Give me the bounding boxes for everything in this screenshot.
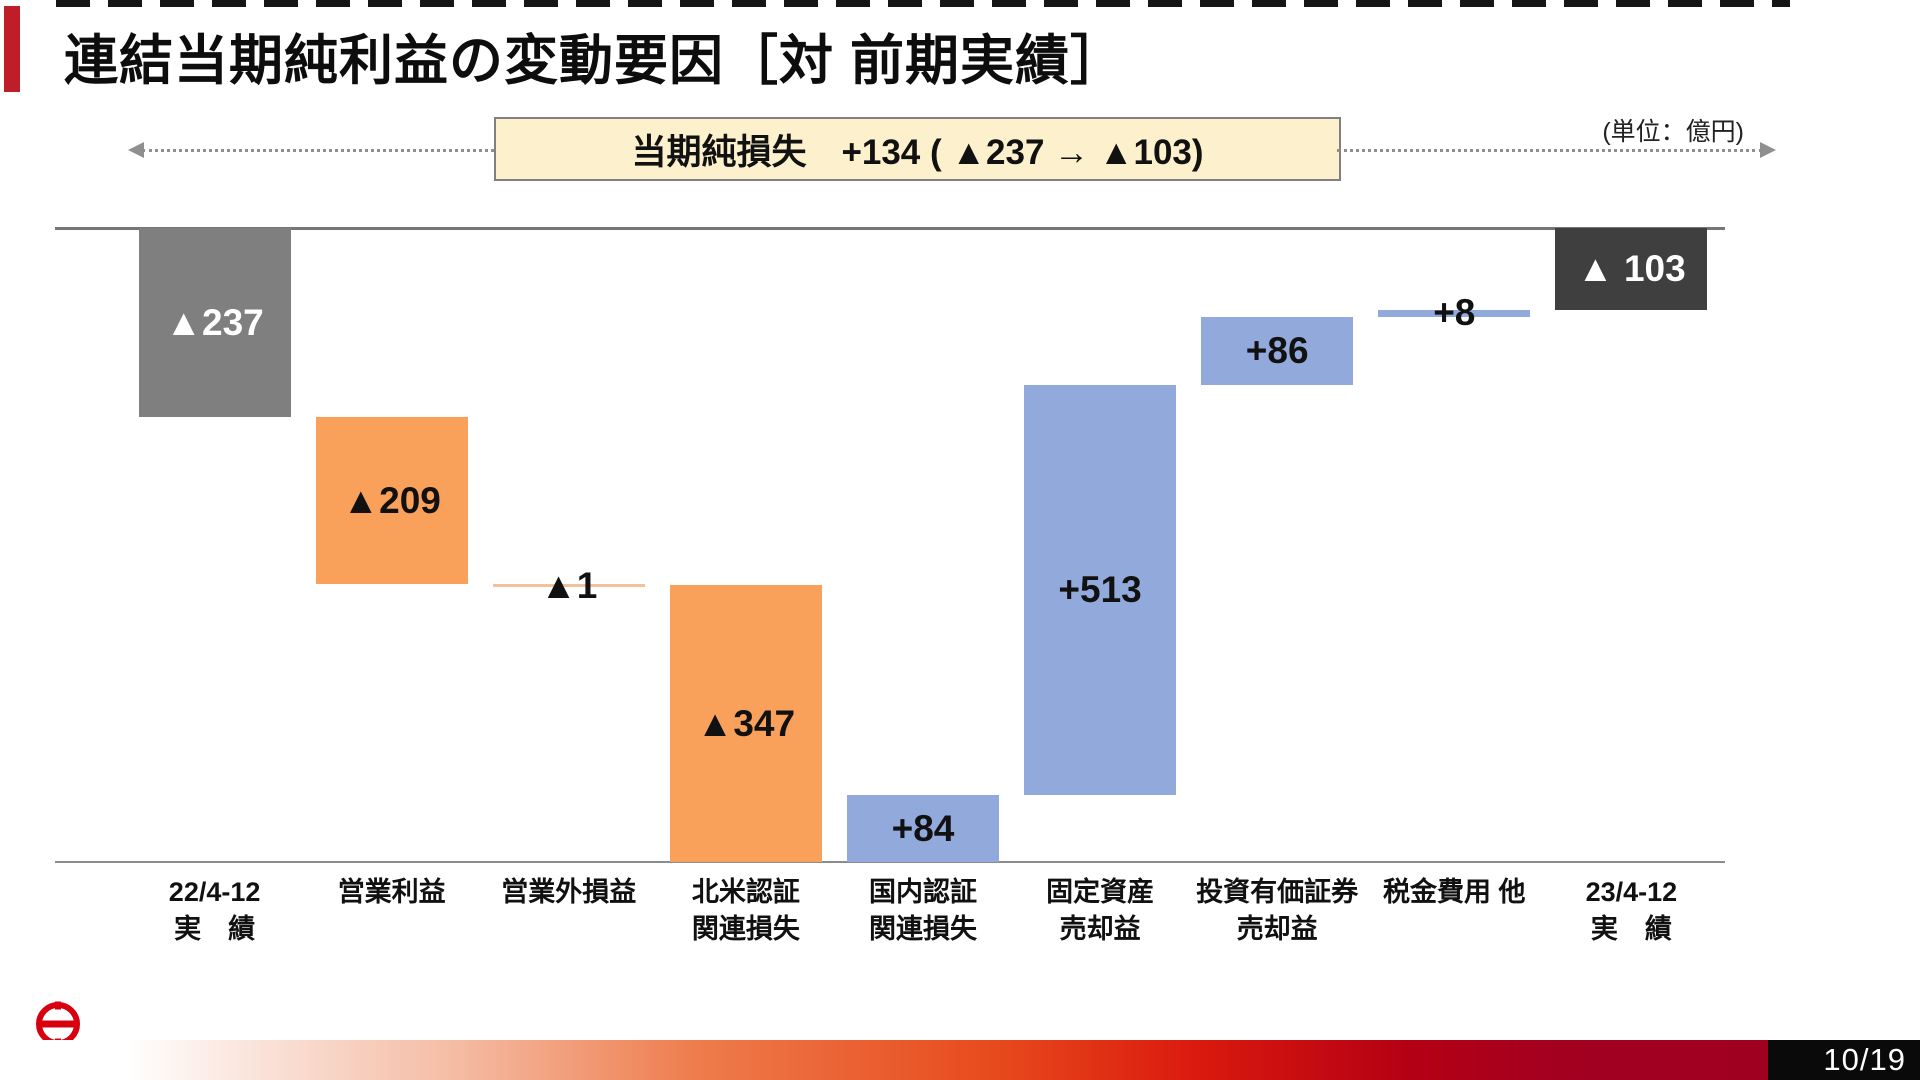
net-loss-banner-text: 当期純損失 +134 ( ▲237 → ▲103) xyxy=(631,132,1204,172)
category-label-1: 営業利益 xyxy=(337,877,446,907)
page-number: 10/19 xyxy=(1823,1042,1906,1077)
zero-axis-line xyxy=(55,227,1725,230)
bar-value-label-1: ▲209 xyxy=(342,479,441,521)
footer-strip-spacer xyxy=(0,1040,125,1080)
waterfall-bar-7 xyxy=(1378,310,1531,317)
bar-value-label-4: +84 xyxy=(891,807,955,849)
category-label-6: 投資有価証券 売却益 xyxy=(1196,877,1359,944)
category-label-2: 営業外損益 xyxy=(501,877,637,907)
footer-strip: 10/19 xyxy=(0,1040,1920,1080)
category-axis-line xyxy=(55,861,1725,863)
waterfall-bar-5 xyxy=(1024,385,1177,795)
right-arrowhead-icon xyxy=(1760,142,1776,158)
category-label-7: 税金費用 他 xyxy=(1383,877,1526,907)
waterfall-bar-8 xyxy=(1555,228,1708,311)
bar-value-label-8: ▲ 103 xyxy=(1577,248,1686,290)
span-dotted-line-left xyxy=(142,149,494,152)
net-loss-banner: 当期純損失 +134 ( ▲237 → ▲103) xyxy=(494,117,1341,181)
unit-note: (単位：億円) xyxy=(1602,118,1744,146)
waterfall-bar-3 xyxy=(669,584,822,862)
bar-value-label-3: ▲347 xyxy=(696,702,796,744)
bar-value-label-0: ▲237 xyxy=(165,301,264,343)
waterfall-bar-6 xyxy=(1201,316,1354,386)
span-dotted-line-right xyxy=(1337,149,1762,152)
bar-value-label-6: +86 xyxy=(1245,330,1309,371)
category-label-0: 22/4-12 実 績 xyxy=(168,877,261,944)
bar-value-label-2: ▲1 xyxy=(540,564,598,606)
page-title: 連結当期純利益の変動要因［対 前期実績］ xyxy=(64,31,1126,91)
category-label-4: 国内認証 関連損失 xyxy=(869,877,977,944)
waterfall-bar-1 xyxy=(315,417,468,585)
top-edge-dashes xyxy=(56,0,1790,7)
title-accent-bar xyxy=(4,6,20,92)
category-label-3: 北米認証 関連損失 xyxy=(691,877,800,944)
bar-value-label-5: +513 xyxy=(1058,569,1142,611)
waterfall-bar-4 xyxy=(847,794,999,862)
waterfall-bar-2 xyxy=(492,584,645,588)
category-label-5: 固定資産 売却益 xyxy=(1046,877,1155,944)
bar-value-label-7: +8 xyxy=(1433,292,1476,334)
left-arrowhead-icon xyxy=(128,142,144,158)
footer-page-box: 10/19 xyxy=(1768,1040,1920,1080)
waterfall-bar-0 xyxy=(138,228,291,418)
footer-gradient-bar xyxy=(125,1040,1768,1080)
category-label-8: 23/4-12 実 績 xyxy=(1585,877,1678,944)
